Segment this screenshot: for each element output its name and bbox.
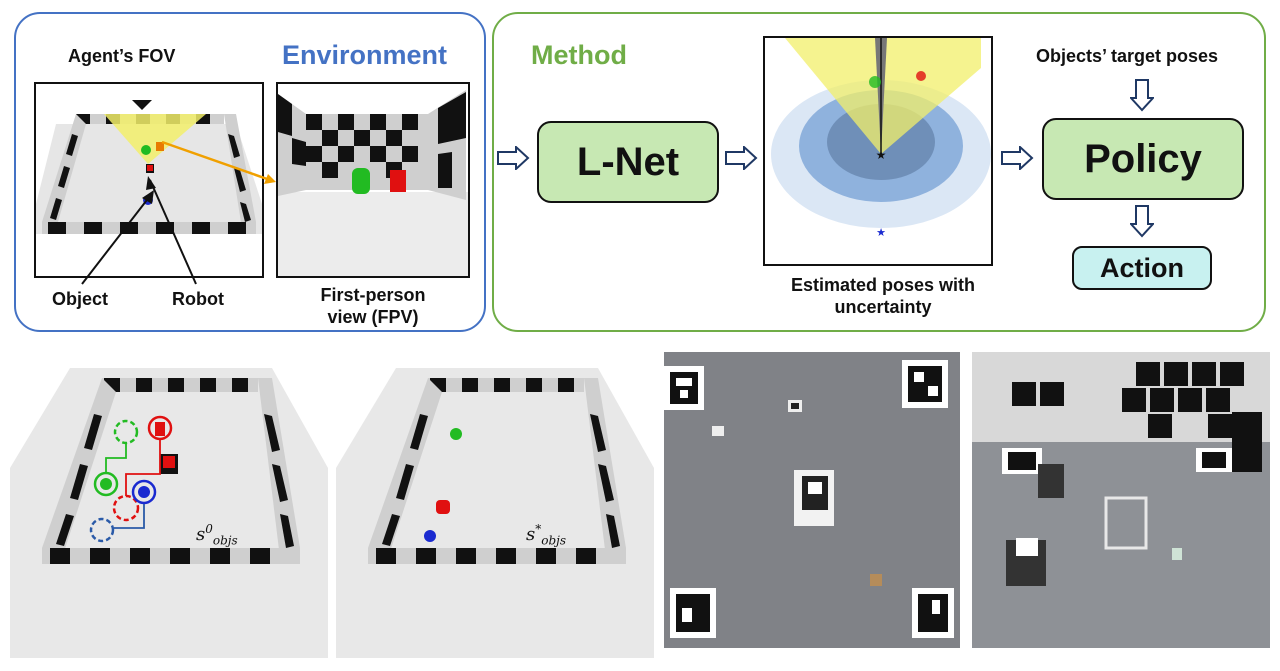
initial-state-symbol: s [196, 524, 206, 545]
initial-state-sup: 0 [205, 522, 213, 536]
fpv-label-line1: First-person [320, 285, 426, 305]
arrow-right-icon [725, 146, 758, 170]
estimated-label-line1: Estimated poses with [790, 275, 976, 295]
estimated-poses-label: Estimated poses with uncertainty [763, 274, 1003, 318]
environment-title: Environment [282, 40, 448, 70]
lnet-box: L-Net [537, 121, 719, 203]
estimated-label-line2: uncertainty [834, 297, 932, 317]
svg-text:★: ★ [876, 227, 886, 239]
agent-fov-label: Agent’s FOV [68, 46, 176, 66]
fpv-label-line2: view (FPV) [327, 307, 419, 327]
object-label: Object [52, 289, 109, 309]
policy-box: Policy [1042, 118, 1244, 200]
environment-panel [14, 12, 486, 332]
goal-state-sub: objs [541, 533, 567, 548]
svg-text:★: ★ [876, 148, 887, 162]
sim-initial-state [10, 358, 328, 658]
arrow-right-icon [1001, 146, 1034, 170]
arrow-right-icon [497, 146, 530, 170]
first-person-view [276, 82, 470, 278]
goal-state-sup: * [535, 522, 542, 536]
arena-pointer-lines [81, 176, 197, 285]
target-poses-label: Objects’ target poses [1036, 46, 1219, 66]
method-panel [492, 12, 1266, 332]
goal-state-symbol: s [526, 524, 536, 545]
arrow-down-icon [1130, 205, 1154, 238]
initial-state-label: s0objs [196, 522, 238, 548]
real-angled-photo [972, 352, 1270, 648]
fpv-connector-arrow [161, 140, 276, 184]
initial-state-sub: objs [212, 533, 238, 548]
fpv-label: First-person view (FPV) [276, 284, 470, 328]
sim-goal-state [336, 358, 654, 658]
method-title: Method [531, 40, 627, 70]
goal-state-label: s*objs [526, 522, 566, 548]
arrow-down-icon [1130, 79, 1154, 112]
uncertainty-plot: ★ ★ [763, 36, 993, 266]
action-box: Action [1072, 246, 1212, 290]
real-topdown-photo [664, 352, 960, 648]
robot-label: Robot [172, 289, 224, 309]
